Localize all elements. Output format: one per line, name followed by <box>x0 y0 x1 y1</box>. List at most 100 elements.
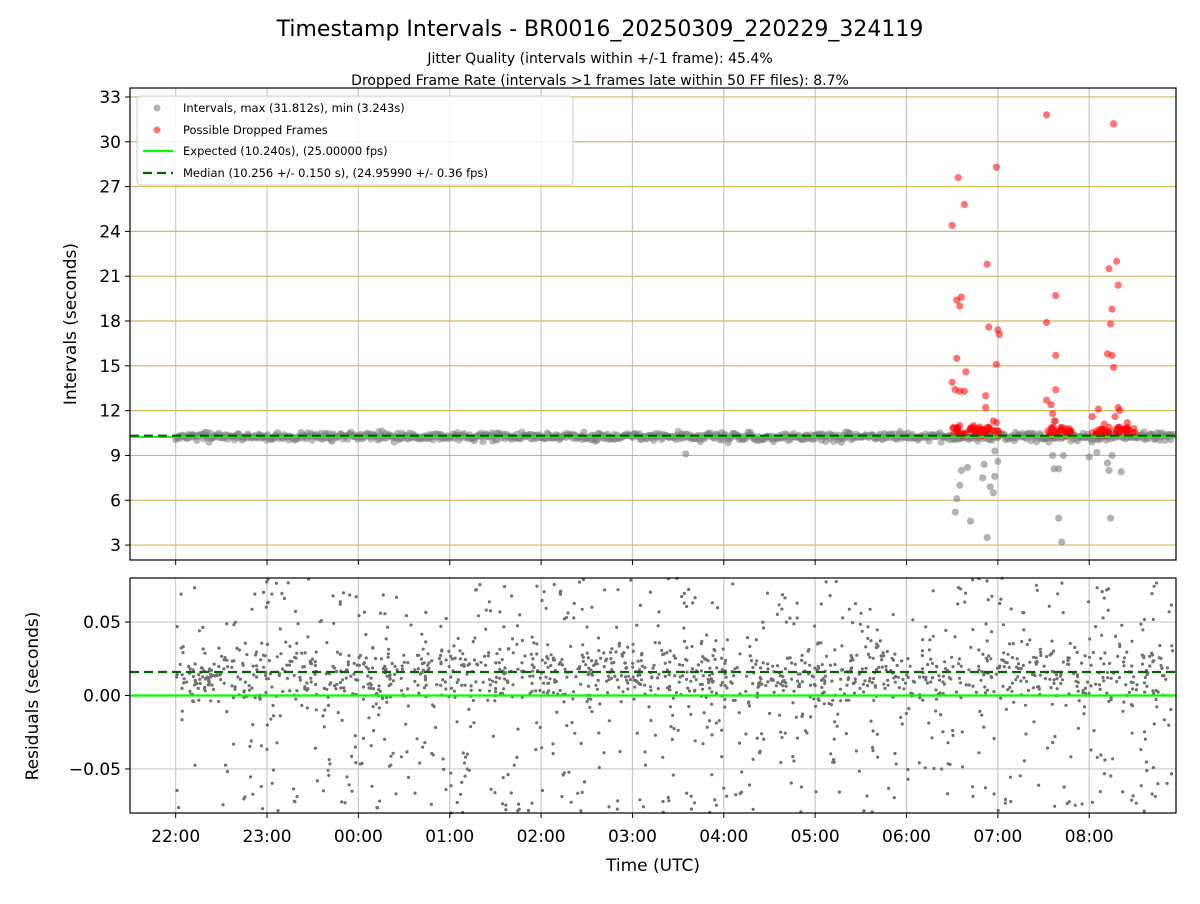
residual-point <box>327 758 331 762</box>
residual-point <box>481 680 485 684</box>
residual-point <box>1116 654 1120 659</box>
residual-point <box>279 652 283 656</box>
residual-point <box>305 681 309 685</box>
residual-point <box>1062 785 1066 789</box>
residual-point <box>724 675 728 679</box>
residual-point <box>288 689 292 693</box>
residual-point <box>285 663 289 667</box>
residual-point <box>444 658 448 662</box>
residual-point <box>417 691 421 695</box>
residual-point <box>643 750 647 754</box>
residual-point <box>579 809 583 813</box>
dropped-frame-point <box>985 424 993 432</box>
dropped-frame-point <box>962 368 970 376</box>
residual-point <box>335 650 340 654</box>
residual-point <box>405 750 409 754</box>
residual-point <box>282 596 286 601</box>
residual-point <box>364 665 368 669</box>
residual-point <box>405 687 410 691</box>
residual-point <box>546 657 550 661</box>
residual-point <box>250 607 254 611</box>
residual-point <box>546 643 550 647</box>
residual-point <box>835 724 839 728</box>
residual-point <box>971 785 975 789</box>
residual-point <box>602 751 606 755</box>
residual-point <box>252 673 256 677</box>
residual-point <box>704 657 708 662</box>
residual-point <box>540 598 544 603</box>
interval-point <box>1105 466 1113 474</box>
residual-point <box>327 773 331 778</box>
residual-point <box>1021 663 1025 668</box>
top-ytick-label: 9 <box>110 446 121 466</box>
residual-point <box>724 658 728 663</box>
residual-point <box>478 688 482 692</box>
residual-point <box>886 678 890 683</box>
residual-point <box>459 792 463 796</box>
residual-point <box>951 733 955 738</box>
residual-point <box>983 691 988 695</box>
residual-point <box>269 717 273 721</box>
residual-point <box>452 689 456 693</box>
residual-point <box>1025 679 1029 684</box>
residual-point <box>453 656 457 660</box>
residual-point <box>196 686 200 691</box>
residual-point <box>735 666 739 670</box>
residual-point <box>1087 600 1091 604</box>
residual-point <box>201 625 205 630</box>
residual-point <box>860 629 864 633</box>
residual-point <box>374 656 378 661</box>
residual-point <box>585 625 589 629</box>
residual-point <box>1142 654 1146 658</box>
residual-point <box>673 656 678 660</box>
residual-point <box>685 646 689 650</box>
residual-point <box>200 666 204 670</box>
interval-point <box>991 447 999 455</box>
residual-point <box>786 656 790 660</box>
residual-point <box>354 678 358 682</box>
residual-point <box>643 683 647 687</box>
residual-point <box>989 657 993 661</box>
residual-point <box>467 662 472 666</box>
residual-point <box>971 628 975 632</box>
residual-point <box>859 611 863 615</box>
residual-point <box>226 665 230 669</box>
residual-point <box>261 653 265 657</box>
residual-point <box>689 712 693 717</box>
residual-point <box>782 678 786 682</box>
residual-point <box>254 650 259 654</box>
residual-point <box>606 674 611 678</box>
dropped-frame-point <box>983 260 991 268</box>
residual-point <box>249 775 253 779</box>
residual-point <box>444 788 448 792</box>
residual-point <box>901 677 905 682</box>
dropped-frame-point <box>1052 386 1060 394</box>
residual-point <box>619 674 624 678</box>
residual-point <box>946 741 950 745</box>
residual-point <box>615 807 620 811</box>
residual-point <box>762 737 766 741</box>
residual-point <box>381 593 385 597</box>
residual-point <box>471 698 476 703</box>
residual-point <box>795 736 800 740</box>
residual-point <box>792 689 796 693</box>
residual-point <box>474 588 478 592</box>
residual-point <box>399 676 403 681</box>
bottom-ytick-label: 0.00 <box>83 687 121 707</box>
residual-point <box>971 794 975 799</box>
residual-point <box>280 591 284 596</box>
residual-point <box>710 733 714 737</box>
residual-point <box>673 674 677 678</box>
residual-point <box>649 685 653 689</box>
residual-point <box>766 680 770 684</box>
dropped-frame-point <box>956 302 964 310</box>
dropped-frame-point <box>982 392 990 400</box>
dropped-frame-point <box>1094 405 1102 413</box>
residual-point <box>1097 683 1101 687</box>
residual-point <box>458 657 462 661</box>
residual-point <box>796 684 800 688</box>
residual-point <box>748 644 752 649</box>
residual-point <box>1152 722 1156 726</box>
residual-point <box>961 765 965 769</box>
residual-point <box>599 656 603 660</box>
